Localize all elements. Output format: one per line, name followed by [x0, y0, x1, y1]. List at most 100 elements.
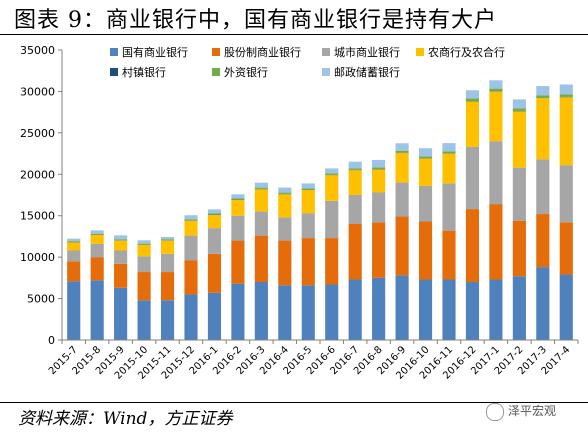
bar-segment — [254, 235, 268, 282]
bar-segment — [160, 253, 175, 273]
bar-segment — [184, 260, 198, 295]
x-axis: 2015-72015-82015-92015-102015-112015-122… — [47, 339, 579, 382]
bar-segment — [489, 141, 503, 205]
bar-segment — [90, 280, 104, 340]
bar-segment — [325, 238, 339, 285]
bar-stack — [114, 235, 128, 340]
bar-segment — [137, 272, 151, 301]
legend-label: 城市商业银行 — [334, 45, 400, 59]
legend-item: 农商行及农合行 — [416, 45, 505, 59]
legend-swatch — [322, 68, 330, 76]
bar-segment — [465, 90, 480, 99]
y-tick-label: 0 — [48, 334, 55, 347]
bar-segment — [372, 192, 386, 223]
bar-segment — [536, 98, 550, 160]
bar-segment — [207, 253, 222, 293]
bar-segment — [418, 158, 433, 186]
bar-segment — [184, 294, 198, 340]
bar-segment — [114, 240, 128, 251]
y-tick-label: 25000 — [20, 127, 55, 140]
bar-segment — [137, 240, 151, 244]
bar-segment — [160, 240, 175, 254]
bar-segment — [512, 276, 526, 340]
y-tick-label: 35000 — [20, 44, 55, 57]
bar-segment — [231, 194, 245, 199]
bar-segment — [348, 168, 362, 170]
legend-label: 外资银行 — [224, 65, 268, 79]
legend-item: 村镇银行 — [110, 65, 166, 79]
chart-container: 国有商业银行 股份制商业银行 城市商业银行 农商行及农合行 村镇银行 外资银行 邮政储蓄银行… — [0, 36, 588, 400]
bar-segment — [325, 173, 339, 175]
bar-segment — [465, 209, 480, 282]
bar-segment — [489, 91, 503, 142]
bar-segment — [348, 161, 362, 169]
bar-stack — [160, 237, 175, 340]
bar-segment — [418, 156, 433, 159]
watermark: 泽平宏观 — [486, 402, 556, 421]
bar-segment — [395, 150, 409, 153]
bar-stack — [301, 183, 315, 340]
bar-segment — [442, 279, 456, 340]
bar-segment — [442, 230, 456, 280]
bar-segment — [536, 86, 550, 96]
bar-segment — [442, 143, 456, 152]
bar-segment — [90, 257, 104, 281]
bar-segment — [512, 111, 526, 168]
bar-segment — [418, 279, 433, 340]
y-tick-label: 5000 — [27, 293, 55, 306]
legend-item: 邮政储蓄银行 — [322, 65, 400, 79]
bar-segment — [348, 195, 362, 224]
bar-segment — [301, 238, 315, 286]
bar-segment — [160, 239, 175, 241]
bar-segment — [207, 214, 222, 229]
bar-segment — [278, 285, 292, 340]
bar-segment — [536, 214, 550, 268]
title-divider — [0, 34, 588, 35]
bar-segment — [325, 284, 339, 340]
bar-segment — [254, 189, 268, 212]
bar-stack — [395, 143, 409, 340]
legend-swatch — [322, 48, 330, 56]
bar-segment — [348, 279, 362, 340]
bar-segment — [231, 215, 245, 241]
bar-segment — [160, 237, 175, 240]
bar-segment — [114, 263, 128, 288]
bar-segment — [231, 240, 245, 284]
bar-segment — [114, 287, 128, 340]
legend-item: 城市商业银行 — [322, 45, 400, 59]
bar-segment — [512, 108, 526, 111]
bar-segment — [254, 187, 268, 189]
bar-segment — [559, 274, 573, 340]
bar-stack — [184, 215, 198, 340]
source-note: 资料来源：Wind，方正证券 — [18, 409, 233, 429]
bar-segment — [114, 250, 128, 264]
bar-stacks — [67, 80, 573, 340]
bar-stack — [489, 80, 503, 340]
bar-segment — [137, 256, 151, 273]
legend-swatch — [212, 68, 220, 76]
y-axis: 0 5000 10000 15000 20000 25000 30000 35000 — [20, 44, 63, 347]
y-tick-label: 20000 — [20, 168, 55, 181]
bar-segment — [254, 182, 268, 188]
bar-segment — [512, 99, 526, 109]
bar-segment — [489, 88, 503, 92]
bar-segment — [489, 204, 503, 280]
legend-swatch — [110, 48, 118, 56]
bar-segment — [90, 243, 104, 258]
bar-segment — [418, 221, 433, 280]
bar-stack — [348, 161, 362, 340]
bar-segment — [372, 169, 386, 193]
bar-segment — [442, 183, 456, 231]
bar-segment — [207, 213, 222, 215]
bar-segment — [184, 235, 198, 261]
bar-stack — [559, 84, 573, 340]
bar-stack — [418, 148, 433, 340]
bar-stack — [372, 159, 386, 340]
bar-segment — [278, 194, 292, 218]
watermark-text: 泽平宏观 — [508, 404, 557, 418]
bar-stack — [512, 99, 526, 340]
legend-label: 村镇银行 — [122, 65, 166, 79]
bar-segment — [67, 250, 81, 262]
bar-segment — [559, 97, 573, 166]
legend-item: 国有商业银行 — [110, 45, 188, 59]
